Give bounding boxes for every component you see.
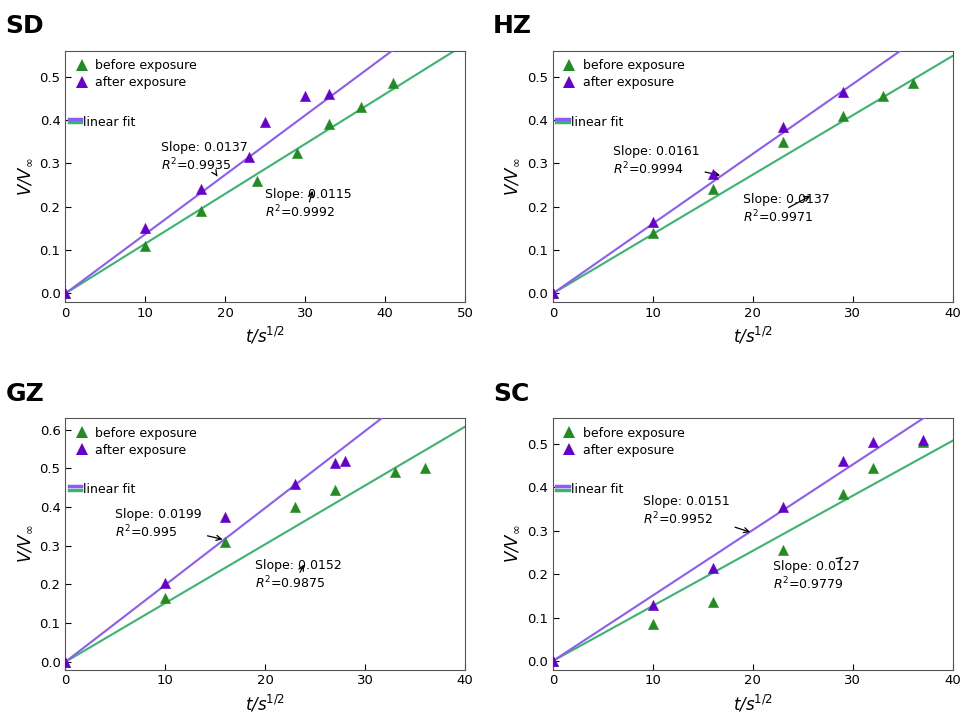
Point — [705, 168, 721, 180]
X-axis label: $t$/s$^{1/2}$: $t$/s$^{1/2}$ — [733, 693, 773, 714]
Point — [905, 77, 920, 89]
Text: Slope: 0.0115
$R^2$=0.9992: Slope: 0.0115 $R^2$=0.9992 — [265, 189, 352, 221]
Point — [545, 655, 561, 667]
Point — [58, 656, 73, 668]
Text: linear fit: linear fit — [571, 483, 623, 496]
Point — [645, 216, 661, 228]
Point — [387, 467, 403, 478]
Point — [417, 462, 433, 474]
Legend: before exposure, after exposure: before exposure, after exposure — [71, 424, 200, 459]
Text: linear fit: linear fit — [84, 116, 136, 129]
Point — [645, 598, 661, 610]
Text: linear fit: linear fit — [571, 116, 623, 129]
Text: Slope: 0.0137
$R^2$=0.9935: Slope: 0.0137 $R^2$=0.9935 — [161, 141, 248, 176]
Point — [137, 223, 153, 234]
Point — [835, 488, 850, 500]
Text: SC: SC — [493, 381, 529, 405]
Text: SD: SD — [6, 14, 44, 38]
Point — [337, 455, 353, 467]
Point — [775, 501, 791, 513]
Point — [354, 101, 370, 113]
Legend: before exposure, after exposure: before exposure, after exposure — [71, 57, 200, 92]
Point — [217, 536, 233, 547]
Legend: before exposure, after exposure: before exposure, after exposure — [560, 57, 687, 92]
Point — [775, 136, 791, 148]
Point — [328, 484, 343, 496]
Point — [705, 183, 721, 195]
Point — [545, 288, 561, 299]
Point — [385, 77, 401, 89]
Point — [288, 502, 303, 513]
Point — [322, 119, 337, 130]
Point — [58, 288, 73, 299]
Point — [250, 175, 265, 186]
Point — [705, 562, 721, 574]
Point — [297, 90, 313, 102]
Text: HZ: HZ — [493, 14, 532, 38]
X-axis label: $t$/s$^{1/2}$: $t$/s$^{1/2}$ — [246, 325, 286, 347]
Point — [835, 86, 850, 98]
X-axis label: $t$/s$^{1/2}$: $t$/s$^{1/2}$ — [733, 325, 773, 347]
Point — [194, 183, 210, 195]
Text: Slope: 0.0151
$R^2$=0.9952: Slope: 0.0151 $R^2$=0.9952 — [643, 495, 749, 533]
Point — [158, 577, 174, 588]
Point — [290, 147, 305, 159]
Text: Slope: 0.0127
$R^2$=0.9779: Slope: 0.0127 $R^2$=0.9779 — [773, 558, 860, 593]
Text: Slope: 0.0137
$R^2$=0.9971: Slope: 0.0137 $R^2$=0.9971 — [743, 193, 830, 225]
X-axis label: $t$/s$^{1/2}$: $t$/s$^{1/2}$ — [246, 693, 286, 714]
Point — [865, 462, 880, 474]
Point — [835, 110, 850, 122]
Point — [545, 655, 561, 667]
Text: Slope: 0.0199
$R^2$=0.995: Slope: 0.0199 $R^2$=0.995 — [115, 508, 221, 541]
Y-axis label: $V$/$V_\infty$: $V$/$V_\infty$ — [503, 157, 522, 196]
Point — [137, 240, 153, 252]
Point — [58, 288, 73, 299]
Point — [645, 618, 661, 630]
Point — [217, 511, 233, 523]
Y-axis label: $V$/$V_\infty$: $V$/$V_\infty$ — [16, 524, 34, 563]
Point — [835, 456, 850, 467]
Y-axis label: $V$/$V_\infty$: $V$/$V_\infty$ — [16, 157, 34, 196]
Point — [545, 288, 561, 299]
Text: linear fit: linear fit — [84, 483, 136, 496]
Text: GZ: GZ — [6, 381, 44, 405]
Point — [915, 434, 930, 446]
Point — [875, 90, 890, 102]
Point — [158, 592, 174, 604]
Point — [705, 596, 721, 608]
Y-axis label: $V$/$V_\infty$: $V$/$V_\infty$ — [503, 524, 522, 563]
Point — [915, 436, 930, 448]
Point — [865, 436, 880, 448]
Point — [328, 456, 343, 468]
Point — [775, 545, 791, 556]
Point — [645, 227, 661, 239]
Point — [58, 656, 73, 668]
Point — [257, 116, 273, 128]
Text: Slope: 0.0152
$R^2$=0.9875: Slope: 0.0152 $R^2$=0.9875 — [255, 558, 342, 591]
Point — [322, 88, 337, 100]
Point — [288, 478, 303, 490]
Point — [242, 151, 257, 162]
Text: Slope: 0.0161
$R^2$=0.9994: Slope: 0.0161 $R^2$=0.9994 — [613, 145, 719, 178]
Legend: before exposure, after exposure: before exposure, after exposure — [560, 424, 687, 459]
Point — [194, 205, 210, 217]
Point — [775, 121, 791, 132]
